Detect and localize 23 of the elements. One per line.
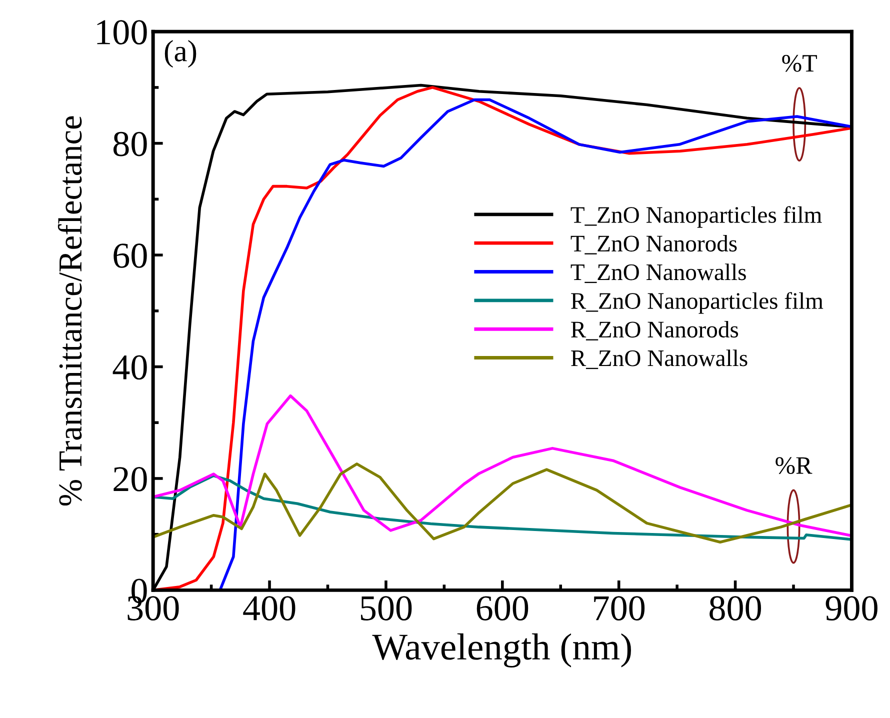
annotation: %T xyxy=(782,54,817,72)
legend-label: R_ZnO Nanowalls xyxy=(571,350,748,370)
y-tick-label: 60 xyxy=(114,244,147,268)
y-tick-label: 100 xyxy=(97,20,147,44)
line-series xyxy=(153,394,852,537)
legend-label: R_ZnO Nanoparticles film xyxy=(571,292,824,314)
legend-label: T_ZnO Nanoparticles film xyxy=(570,206,822,228)
annotation: (a) xyxy=(164,40,196,68)
x-tick-label: 900 xyxy=(826,596,878,620)
x-tick-label: 500 xyxy=(360,596,412,620)
y-axis-title: % Transmittance/Reflectance xyxy=(58,116,82,506)
annotation: %R xyxy=(776,457,812,474)
x-tick-label: 600 xyxy=(476,596,528,620)
y-tick-label: 20 xyxy=(114,466,147,492)
y-tick-label: 40 xyxy=(112,355,147,380)
x-tick-label: 400 xyxy=(243,596,296,620)
legend-label: T_ZnO Nanowalls xyxy=(570,264,746,284)
x-axis-title: Wavelength (nm) xyxy=(372,633,631,668)
legend-label: T_ZnO Nanorods xyxy=(570,234,737,254)
y-tick-label: 80 xyxy=(113,132,147,156)
x-tick-label: 800 xyxy=(710,596,761,620)
legend-label: R_ZnO Nanorods xyxy=(571,320,738,340)
x-tick-label: 700 xyxy=(594,596,645,620)
